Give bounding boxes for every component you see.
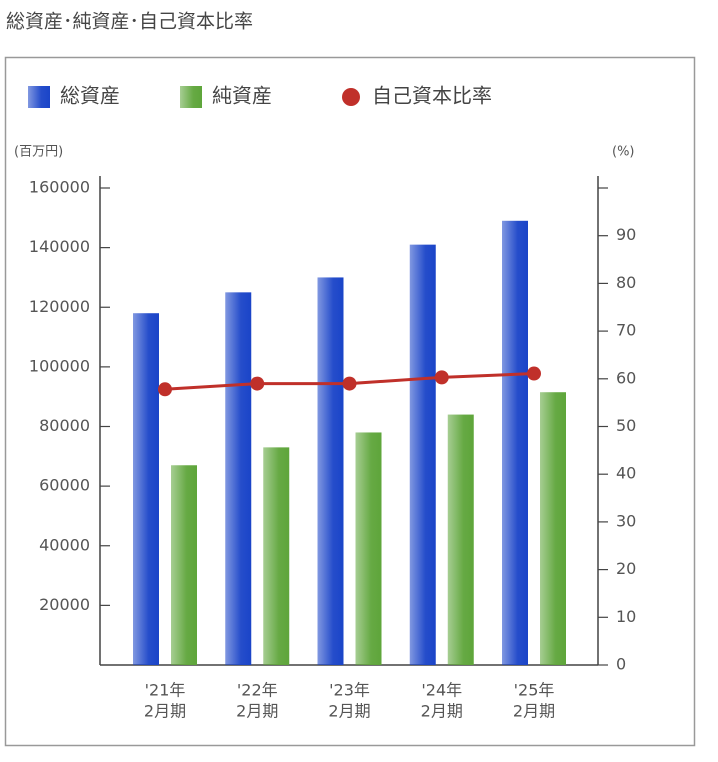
legend-swatch bbox=[342, 88, 360, 106]
line-marker bbox=[342, 376, 357, 391]
bar bbox=[263, 447, 290, 665]
legend-label: 自己資本比率 bbox=[372, 84, 492, 108]
y-tick-label: 40000 bbox=[39, 535, 90, 554]
legend-label: 総資産 bbox=[60, 84, 120, 108]
bar bbox=[355, 432, 382, 665]
bar bbox=[502, 220, 528, 665]
bar bbox=[409, 244, 436, 666]
legend-swatch bbox=[180, 86, 202, 108]
legend-swatch bbox=[28, 86, 50, 108]
line-marker bbox=[250, 376, 265, 391]
x-tick-label: 2月期 bbox=[328, 702, 370, 721]
y-tick-label: 100000 bbox=[29, 356, 90, 375]
y2-tick-label: 80 bbox=[616, 273, 636, 292]
bar bbox=[133, 313, 159, 665]
y-tick-label: 120000 bbox=[29, 297, 90, 316]
bar bbox=[540, 392, 566, 665]
y2-tick-label: 50 bbox=[616, 416, 636, 435]
y-axis-label: (百万円) bbox=[14, 145, 63, 160]
bar bbox=[171, 465, 197, 665]
y-tick-label: 160000 bbox=[29, 178, 90, 197]
y2-tick-label: 10 bbox=[616, 607, 636, 626]
y-tick-label: 60000 bbox=[39, 476, 90, 495]
line-marker bbox=[158, 382, 172, 397]
bar bbox=[225, 292, 252, 665]
x-tick-label: '25年 bbox=[514, 681, 555, 700]
x-tick-label: 2月期 bbox=[236, 702, 278, 721]
y2-tick-label: 60 bbox=[616, 368, 636, 387]
y2-tick-label: 90 bbox=[616, 225, 636, 244]
line-marker bbox=[527, 366, 541, 381]
y2-tick-label: 30 bbox=[616, 511, 636, 530]
x-tick-label: '21年 bbox=[145, 681, 186, 700]
bar bbox=[447, 414, 474, 665]
y2-tick-label: 40 bbox=[616, 464, 636, 483]
x-tick-label: '24年 bbox=[421, 681, 462, 700]
x-tick-label: 2月期 bbox=[144, 702, 186, 721]
x-tick-label: 2月期 bbox=[421, 702, 463, 721]
chart-frame bbox=[4, 56, 696, 747]
legend-label: 純資産 bbox=[212, 84, 272, 108]
bar bbox=[317, 277, 344, 665]
y2-tick-label: 70 bbox=[616, 321, 636, 340]
chart-title: 総資産･純資産･自己資本比率 bbox=[6, 11, 253, 33]
y2-axis-label: (%) bbox=[612, 145, 635, 160]
y-tick-label: 140000 bbox=[29, 237, 90, 256]
x-tick-label: 2月期 bbox=[513, 702, 555, 721]
x-tick-label: '23年 bbox=[329, 681, 370, 700]
y-tick-label: 80000 bbox=[39, 416, 90, 435]
y2-tick-label: 0 bbox=[616, 655, 626, 674]
y2-tick-label: 20 bbox=[616, 559, 636, 578]
line-marker bbox=[434, 370, 449, 385]
y-tick-label: 20000 bbox=[39, 595, 90, 614]
x-tick-label: '22年 bbox=[237, 681, 278, 700]
